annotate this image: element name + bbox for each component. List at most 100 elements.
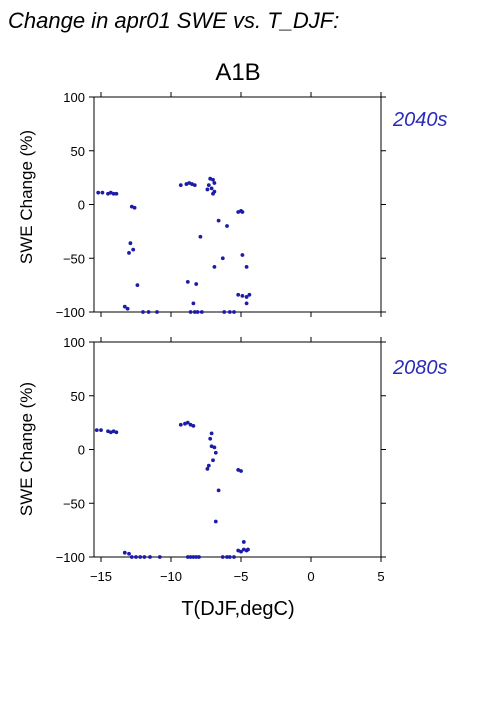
data-point [135,283,140,288]
data-point [178,422,183,427]
data-point [240,253,245,257]
data-point [212,445,217,450]
data-point [213,519,218,524]
data-point [99,428,103,433]
data-point [192,183,197,188]
y-tick-label: −100 [56,305,85,320]
data-point [194,282,199,286]
data-point [232,310,236,314]
data-point [240,210,245,214]
data-point [211,191,215,196]
data-point [212,264,217,269]
data-point [122,550,127,555]
data-point [114,430,119,435]
data-point [240,293,245,298]
data-point [208,436,213,441]
data-point [127,250,131,255]
data-point [247,292,252,297]
data-point [141,310,145,314]
data-point [198,234,203,239]
data-point [216,488,221,493]
data-point [191,423,196,428]
y-tick-label: 50 [71,144,85,159]
data-point [192,310,197,314]
data-point [191,301,196,306]
data-point [209,431,214,436]
data-point [244,295,249,299]
data-point [241,540,246,544]
x-tick-label: 0 [307,569,314,584]
page-title: Change in apr01 SWE vs. T_DJF: [8,8,339,33]
data-point [206,463,211,468]
data-point [239,469,243,473]
y-tick-label: 50 [71,389,85,404]
data-point [211,458,215,463]
data-point [125,306,130,311]
data-point [114,191,119,196]
data-point [222,310,227,314]
data-point [111,191,116,196]
panel-2080s: 2080s SWE Change (%) T(DJF,degC) −100−50… [17,335,448,620]
data-point [216,218,221,223]
data-point [129,555,134,559]
data-point [185,420,190,425]
data-point [188,555,193,559]
data-point [100,190,105,195]
data-point [244,264,249,269]
data-point [128,241,133,246]
plot-frame-2040s [93,96,382,313]
y-tick-label: −50 [63,251,85,266]
data-point [239,549,243,554]
x-tick-label: −15 [90,569,112,584]
plot-frame-2080s [93,341,382,558]
data-point [205,187,210,192]
data-point [188,310,193,314]
data-point [199,310,204,314]
y-axis-label-2040s: SWE Change (%) [17,130,36,264]
y-axis-label-2080s: SWE Change (%) [17,382,36,516]
data-point [142,555,147,559]
y-tick-label: −100 [56,550,85,565]
data-point [185,555,190,559]
y-tick-label: 100 [63,335,85,350]
data-point [244,301,249,306]
data-point [220,256,225,261]
data-point [127,551,131,556]
data-point [227,555,232,559]
data-point [195,310,200,314]
data-point [211,177,215,182]
data-point [185,280,190,284]
data-point [213,450,218,455]
data-point [197,555,201,559]
data-point [225,555,229,559]
data-point [227,310,232,314]
x-axis-label: T(DJF,degC) [181,598,294,620]
data-point [178,183,183,188]
data-point [157,555,162,559]
data-point [209,186,214,191]
x-tick-label: −10 [160,569,182,584]
period-label-2080s: 2080s [392,357,448,379]
data-point [96,190,101,195]
data-point [131,247,136,252]
x-tick-label: −5 [234,569,249,584]
data-point [191,555,196,559]
y-tick-label: −50 [63,496,85,511]
data-point [132,205,137,210]
data-point [146,310,151,314]
data-point [212,181,217,185]
scenario-label: A1B [215,59,260,86]
data-point [138,555,143,559]
y-tick-label: 0 [78,443,85,458]
data-point [134,555,138,559]
y-tick-label: 100 [63,90,85,105]
data-point [232,555,236,559]
data-point [155,310,159,314]
x-tick-label: 5 [377,569,384,584]
panel-2040s: 2040s SWE Change (%) −100 −50 0 50 100 [17,90,448,320]
data-point [205,466,210,471]
data-point [148,555,152,559]
data-point [225,224,229,228]
data-point [122,304,127,309]
